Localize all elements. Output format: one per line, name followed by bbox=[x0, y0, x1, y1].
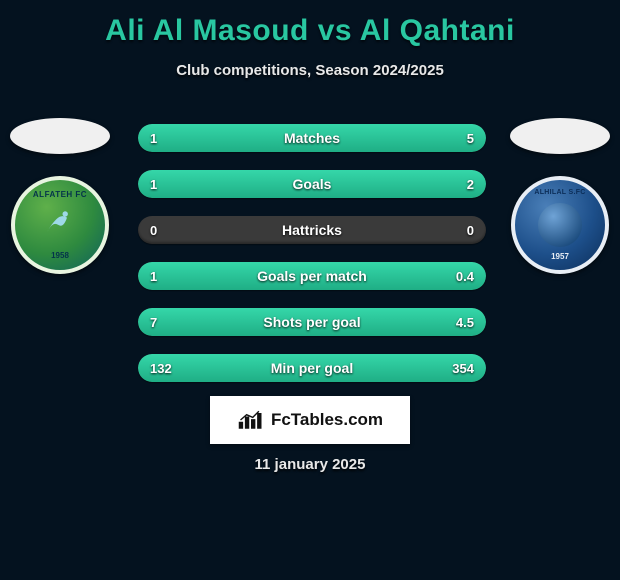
bar-fill-left bbox=[138, 170, 253, 198]
stat-row: 10.4Goals per match bbox=[138, 262, 486, 290]
player-left-column bbox=[0, 118, 120, 274]
stat-row: 74.5Shots per goal bbox=[138, 308, 486, 336]
stat-row: 12Goals bbox=[138, 170, 486, 198]
brand-text: FcTables.com bbox=[271, 410, 383, 430]
bar-fill-left bbox=[138, 354, 232, 382]
date-text: 11 january 2025 bbox=[0, 456, 620, 473]
stat-label: Hattricks bbox=[138, 216, 486, 244]
player-right-column bbox=[500, 118, 620, 274]
subtitle: Club competitions, Season 2024/2025 bbox=[0, 62, 620, 79]
stat-value-right: 0 bbox=[467, 216, 474, 244]
stats-bars: 15Matches 12Goals 0 0Hattricks 10.4Goals per… bbox=[138, 124, 486, 400]
stat-row: 15Matches bbox=[138, 124, 486, 152]
club-badge-left bbox=[11, 176, 109, 274]
runner-icon bbox=[40, 205, 76, 241]
bar-fill-left bbox=[138, 262, 385, 290]
page-title: Ali Al Masoud vs Al Qahtani bbox=[0, 0, 620, 48]
club-badge-right bbox=[511, 176, 609, 274]
bar-fill-right bbox=[197, 124, 486, 152]
bar-fill-right bbox=[253, 170, 486, 198]
player-right-photo bbox=[510, 118, 610, 154]
brand-box: FcTables.com bbox=[210, 396, 410, 444]
stat-value-left: 0 bbox=[150, 216, 157, 244]
bar-fill-right bbox=[350, 308, 486, 336]
stat-row: 0 0Hattricks bbox=[138, 216, 486, 244]
fctables-chart-icon bbox=[237, 409, 265, 431]
bar-fill-left bbox=[138, 308, 350, 336]
bar-fill-left bbox=[138, 124, 197, 152]
bar-fill-right bbox=[385, 262, 486, 290]
player-left-photo bbox=[10, 118, 110, 154]
stat-row: 132354Min per goal bbox=[138, 354, 486, 382]
ball-icon bbox=[538, 203, 582, 247]
bar-fill-right bbox=[232, 354, 486, 382]
